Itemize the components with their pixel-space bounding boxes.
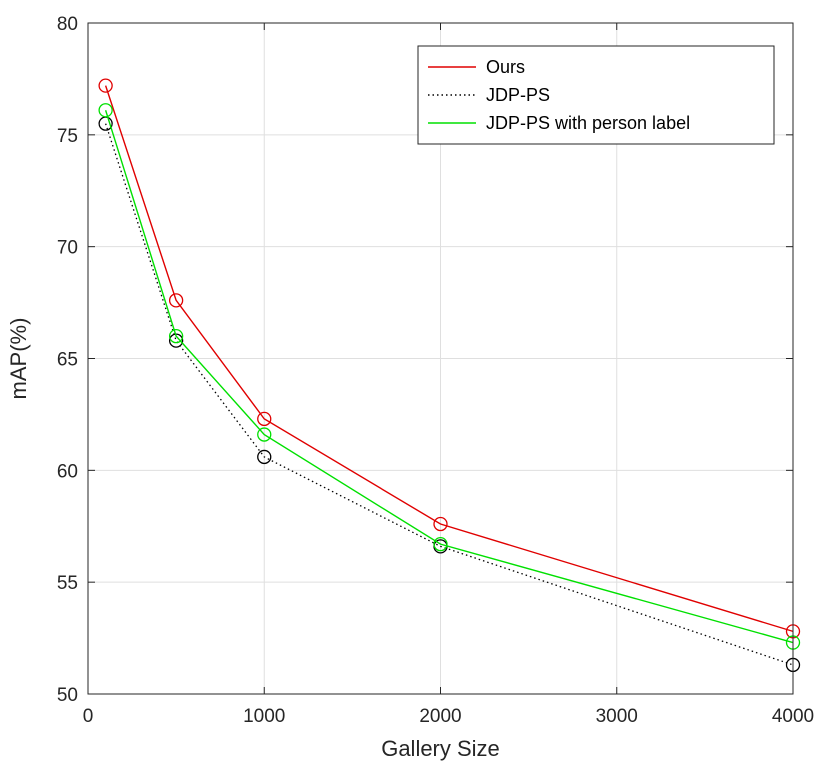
y-tick-label: 80 (57, 14, 78, 35)
series-3-point (433, 536, 448, 552)
series-3-line (104, 110, 794, 644)
series-1-point (98, 78, 113, 93)
series-2-point (257, 449, 272, 465)
y-tick-label: 75 (57, 126, 78, 147)
series-layer (98, 78, 801, 673)
series-1-point (168, 293, 184, 308)
series-1-point (257, 411, 272, 427)
series-3-point (168, 328, 184, 344)
y-tick-label: 70 (57, 238, 78, 259)
series-3-point (257, 427, 272, 442)
series-3-point (98, 103, 113, 118)
y-tick-label: 50 (57, 685, 78, 706)
y-axis-title: mAP(%) (6, 318, 31, 400)
x-tick-label: 2000 (419, 706, 461, 727)
legend: Ours JDP-PS JDP-PS with person label (417, 45, 775, 145)
y-tick-label: 55 (57, 573, 78, 594)
series-1-line (104, 85, 794, 633)
x-tick-label: 1000 (243, 706, 285, 727)
legend-label-2: JDP-PS (486, 85, 550, 105)
y-tick-label: 65 (57, 350, 78, 371)
legend-box (417, 45, 775, 145)
y-tick-label: 60 (57, 461, 78, 482)
series-1 (98, 78, 801, 639)
series-2-line (105, 123, 794, 666)
series-1-point (433, 516, 448, 532)
legend-label-1: Ours (486, 57, 525, 77)
x-tick-label: 4000 (772, 706, 814, 727)
x-axis-title: Gallery Size (381, 736, 500, 761)
legend-label-3: JDP-PS with person label (486, 113, 690, 133)
x-tick-label: 0 (83, 706, 94, 727)
ticks: 0 1000 2000 3000 4000 50 55 60 65 70 75 80 (57, 14, 814, 727)
x-tick-label: 3000 (596, 706, 638, 727)
